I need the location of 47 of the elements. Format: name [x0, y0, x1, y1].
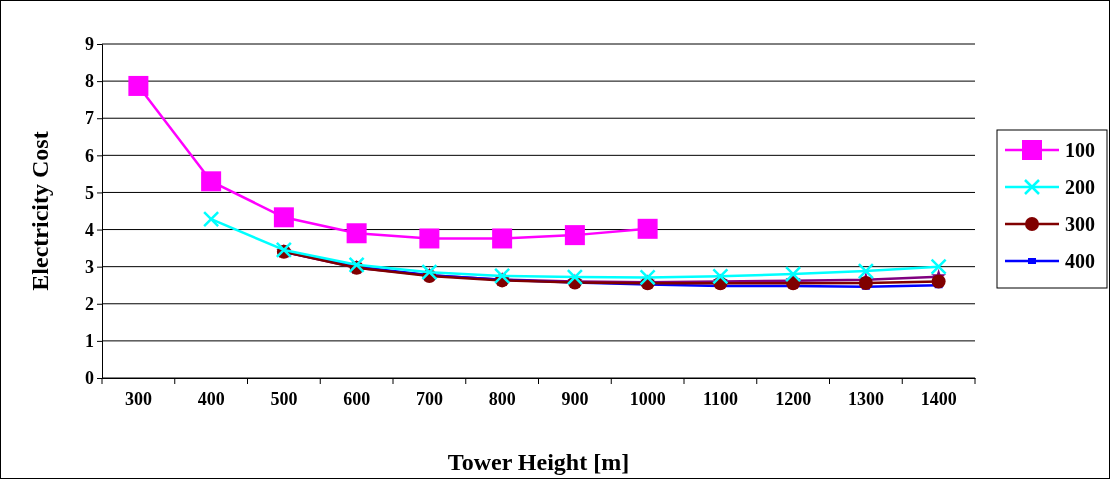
x-tick-label: 1200 [775, 388, 812, 409]
point [639, 269, 656, 286]
point [492, 228, 513, 249]
point [712, 268, 729, 285]
x-axis-title: Tower Height [m] [447, 449, 630, 475]
point [202, 210, 220, 228]
point [493, 267, 511, 285]
x-tick-label: 1100 [702, 388, 738, 409]
x-tick-label: 800 [488, 388, 516, 409]
x-tick-label: 900 [561, 388, 589, 409]
y-tick-label: 7 [85, 108, 94, 129]
point [930, 258, 947, 275]
point [784, 265, 802, 283]
point [637, 218, 658, 239]
y-tick-label: 0 [85, 368, 94, 389]
point [564, 225, 585, 246]
y-tick-label: 4 [85, 219, 94, 240]
point [419, 228, 440, 249]
y-tick-label: 5 [85, 182, 94, 203]
x-tick-label: 500 [270, 388, 298, 409]
legend-label: 100 [1065, 139, 1095, 161]
point [857, 262, 875, 280]
point [421, 263, 438, 281]
legend-label: 200 [1065, 176, 1095, 198]
x-tick-label: 300 [124, 388, 152, 409]
x-tick-label: 1000 [629, 388, 666, 409]
legend-label: 400 [1065, 250, 1095, 272]
y-tick-label: 9 [85, 34, 94, 55]
y-tick-label: 8 [85, 71, 94, 92]
y-tick-label: 1 [85, 331, 94, 352]
point [931, 274, 946, 289]
point [128, 75, 149, 96]
x-tick-label: 1300 [847, 388, 884, 409]
y-tick-label: 6 [85, 145, 94, 166]
legend-label: 300 [1065, 213, 1095, 235]
point [858, 276, 873, 290]
point [201, 171, 222, 192]
x-tick-label: 700 [415, 388, 443, 409]
x-tick-label: 600 [343, 388, 371, 409]
point [566, 268, 584, 286]
point [273, 207, 294, 228]
y-tick-label: 3 [85, 256, 94, 277]
x-tick-label: 400 [197, 388, 225, 409]
x-tick-label: 1400 [920, 388, 957, 409]
point [346, 223, 367, 244]
y-axis-title: Electricity Cost [27, 131, 53, 291]
y-tick-label: 2 [85, 294, 94, 315]
